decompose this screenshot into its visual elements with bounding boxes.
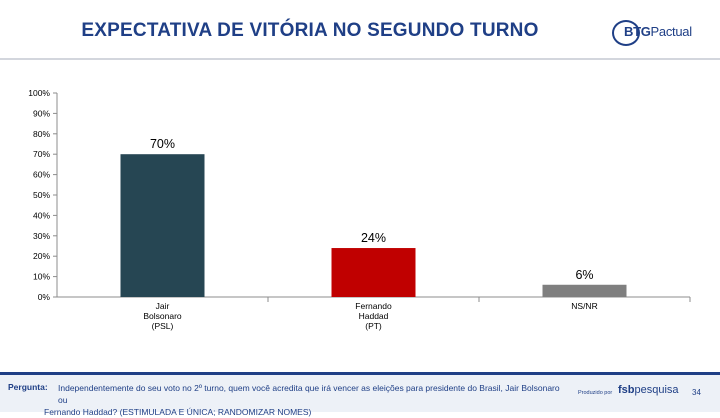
question-line-1: Independentemente do seu voto no 2º turn… [58, 383, 560, 405]
question-line-2: Fernando Haddad? (ESTIMULADA E ÚNICA; RA… [44, 407, 312, 417]
y-tick-label: 90% [33, 108, 50, 118]
question-label: Pergunta: [8, 382, 48, 392]
bar [120, 154, 205, 297]
bar-chart: 0% 10% 20% 30% 40% 50% 60% 70% 80% 90% 100% 70% Jair… [28, 88, 691, 331]
y-tick-label: 30% [33, 231, 50, 241]
y-tick-label: 80% [33, 129, 50, 139]
x-tick-label: (PSL) [152, 321, 174, 331]
fsb-brand-bold: fsb [618, 384, 635, 396]
question-text: Independentemente do seu voto no 2º turn… [44, 382, 568, 418]
page-number: 34 [692, 388, 701, 397]
data-label: 6% [575, 268, 593, 282]
page-title: EXPECTATIVA DE VITÓRIA NO SEGUNDO TURNO [81, 20, 539, 41]
btg-pactual-logo: BTGPactual [612, 16, 712, 46]
fsb-pesquisa-logo: fsbpesquisa [618, 384, 679, 396]
title-divider [0, 58, 720, 60]
fsb-brand-rest: pesquisa [634, 384, 679, 396]
slide: EXPECTATIVA DE VITÓRIA NO SEGUNDO TURNO … [0, 16, 720, 417]
x-tick-label: NS/NR [571, 301, 597, 311]
x-tick-label: Jair [156, 301, 170, 311]
x-tick-label: Bolsonaro [143, 311, 182, 321]
footer-bar: Pergunta: Independentemente do seu voto … [0, 372, 720, 417]
data-label: 24% [361, 231, 386, 245]
bar [542, 284, 627, 297]
y-tick-label: 50% [33, 190, 50, 200]
y-tick-label: 10% [33, 272, 50, 282]
y-tick-label: 0% [38, 292, 51, 302]
y-tick-label: 70% [33, 149, 50, 159]
y-tick-label: 20% [33, 251, 50, 261]
y-tick-label: 100% [28, 88, 50, 98]
y-tick-label: 60% [33, 170, 50, 180]
y-tick-label: 40% [33, 210, 50, 220]
x-tick-label: Haddad [359, 311, 389, 321]
logo-text-rest: Pactual [650, 24, 693, 39]
bar [331, 248, 416, 297]
logo-text: BTGPactual [624, 24, 692, 39]
x-tick-label: Fernando [355, 301, 392, 311]
produced-by-label: Produzido por [578, 390, 613, 396]
logo-ring-icon [612, 20, 640, 46]
logo-text-bold: BTG [624, 24, 651, 39]
x-tick-label: (PT) [365, 321, 382, 331]
data-label: 70% [150, 137, 175, 151]
